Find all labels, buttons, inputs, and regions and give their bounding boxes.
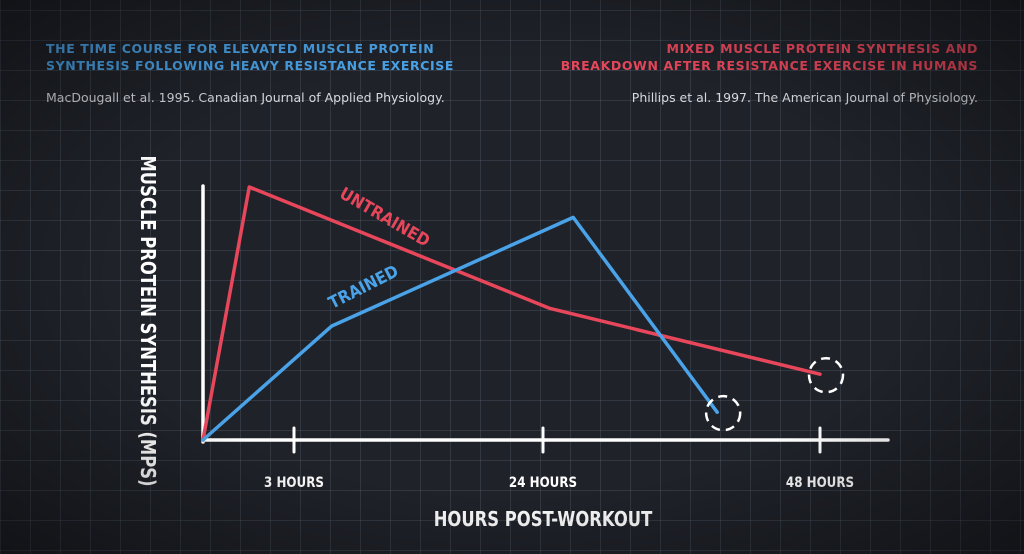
data-point-untrained — [247, 185, 251, 189]
end-marker-trained — [704, 394, 742, 432]
series-label-trained: TRAINED — [325, 261, 401, 313]
x-axis-title: HOURS POST-WORKOUT — [434, 509, 653, 532]
right-source-title-line2: BREAKDOWN AFTER RESISTANCE EXERCISE IN H… — [560, 58, 978, 73]
x-tick-label: 3 HOURS — [264, 475, 324, 491]
x-tick-label: 48 HOURS — [786, 475, 854, 491]
end-marker-untrained — [807, 356, 845, 394]
data-point-trained — [330, 324, 334, 328]
x-ticks: 3 HOURS 24 HOURS 48 HOURS — [264, 426, 854, 491]
left-source-title-line2: SYNTHESIS FOLLOWING HEAVY RESISTANCE EXE… — [46, 58, 455, 73]
right-citation: Phillips et al. 1997. The American Journ… — [631, 90, 978, 105]
data-point-trained — [715, 410, 719, 414]
chart-axes — [201, 184, 890, 444]
data-point-untrained — [818, 372, 822, 376]
x-tick-label: 24 HOURS — [509, 475, 577, 491]
right-source-title-line1: MIXED MUSCLE PROTEIN SYNTHESIS AND — [666, 41, 978, 56]
data-point-trained — [571, 215, 575, 219]
left-source-title: THE TIME COURSE FOR ELEVATED MUSCLE PROT… — [46, 40, 454, 74]
right-source-title: MIXED MUSCLE PROTEIN SYNTHESIS AND BREAK… — [561, 40, 978, 74]
series-line-trained — [201, 215, 719, 442]
data-series — [201, 185, 845, 442]
data-point-trained — [201, 438, 205, 442]
data-point-untrained — [548, 306, 552, 310]
y-axis-title: MUSCLE PROTEIN SYNTHESIS (MPS) — [136, 155, 159, 486]
series-line-untrained — [201, 185, 822, 442]
left-source-title-line1: THE TIME COURSE FOR ELEVATED MUSCLE PROT… — [46, 41, 435, 56]
left-citation: MacDougall et al. 1995. Canadian Journal… — [46, 90, 445, 105]
